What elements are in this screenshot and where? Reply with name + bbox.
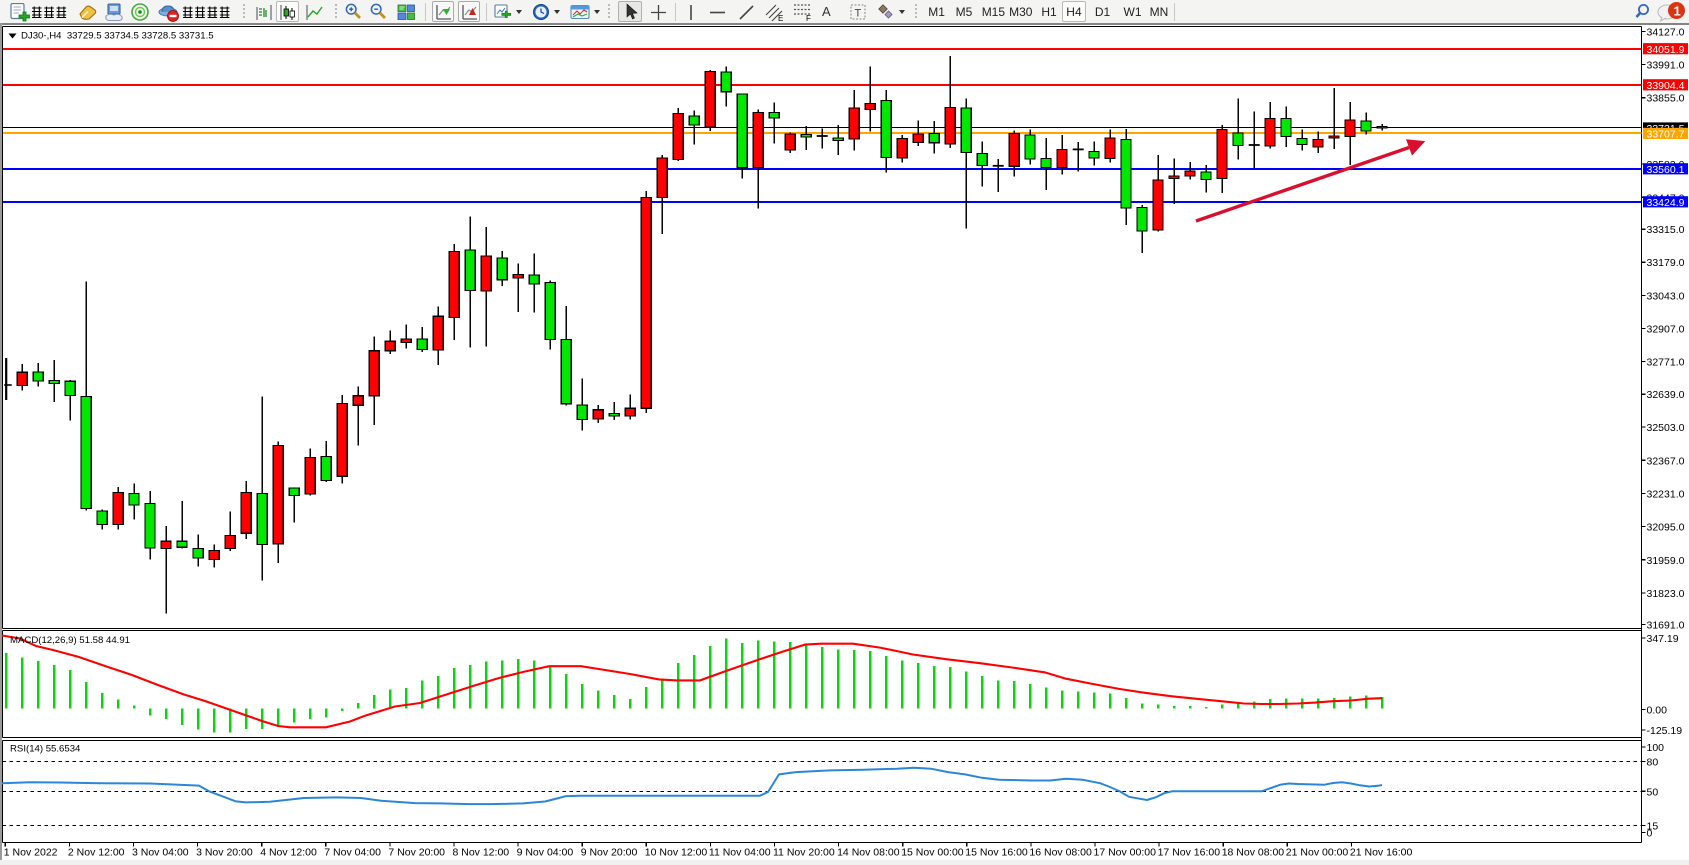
svg-text:31959.0: 31959.0 — [1647, 555, 1685, 567]
svg-text:RSI(14) 55.6534: RSI(14) 55.6534 — [10, 744, 81, 755]
svg-text:33904.4: 33904.4 — [1647, 80, 1685, 92]
svg-text:15 Nov 00:00: 15 Nov 00:00 — [901, 847, 964, 859]
svg-text:0: 0 — [1647, 828, 1653, 840]
svg-text:32639.0: 32639.0 — [1647, 389, 1685, 401]
svg-text:15 Nov 16:00: 15 Nov 16:00 — [965, 847, 1028, 859]
svg-text:E: E — [778, 14, 783, 23]
svg-text:32503.0: 32503.0 — [1647, 422, 1685, 434]
svg-text:18 Nov 08:00: 18 Nov 08:00 — [1222, 847, 1285, 859]
svg-text:15: 15 — [1647, 821, 1659, 833]
svg-text:31823.0: 31823.0 — [1647, 588, 1685, 600]
svg-text:7 Nov 04:00: 7 Nov 04:00 — [324, 847, 381, 859]
svg-text:17 Nov 16:00: 17 Nov 16:00 — [1158, 847, 1221, 859]
svg-text:33043.0: 33043.0 — [1647, 290, 1685, 302]
svg-text:11 Nov 20:00: 11 Nov 20:00 — [773, 847, 835, 859]
svg-text:32231.0: 32231.0 — [1647, 489, 1685, 501]
svg-text:33855.0: 33855.0 — [1647, 93, 1685, 105]
svg-text:33991.0: 33991.0 — [1647, 60, 1685, 72]
svg-text:9 Nov 04:00: 9 Nov 04:00 — [517, 847, 574, 859]
svg-text:3 Nov 20:00: 3 Nov 20:00 — [196, 847, 253, 859]
svg-text:0.00: 0.00 — [1647, 705, 1668, 717]
svg-text:9 Nov 20:00: 9 Nov 20:00 — [581, 847, 638, 859]
svg-text:21 Nov 00:00: 21 Nov 00:00 — [1286, 847, 1349, 859]
svg-text:100: 100 — [1647, 742, 1665, 754]
svg-text:32367.0: 32367.0 — [1647, 455, 1685, 467]
svg-text:50: 50 — [1647, 786, 1659, 798]
svg-text:17 Nov 00:00: 17 Nov 00:00 — [1094, 847, 1157, 859]
svg-text:33179.0: 33179.0 — [1647, 257, 1685, 269]
svg-text:34051.9: 34051.9 — [1647, 44, 1685, 56]
svg-text:33315.0: 33315.0 — [1647, 224, 1685, 236]
svg-text:32771.0: 32771.0 — [1647, 356, 1685, 368]
svg-text:8 Nov 12:00: 8 Nov 12:00 — [453, 847, 510, 859]
svg-text:32907.0: 32907.0 — [1647, 324, 1685, 336]
svg-text:1 Nov 2022: 1 Nov 2022 — [4, 847, 58, 859]
svg-text:21 Nov 16:00: 21 Nov 16:00 — [1350, 847, 1413, 859]
svg-text:11 Nov 04:00: 11 Nov 04:00 — [709, 847, 771, 859]
svg-text:7 Nov 20:00: 7 Nov 20:00 — [388, 847, 445, 859]
svg-text:DJ30-,H4 33729.5 33734.5 3372: DJ30-,H4 33729.5 33734.5 33728.5 33731.5 — [21, 31, 214, 42]
svg-text:80: 80 — [1647, 757, 1659, 769]
svg-text:347.19: 347.19 — [1647, 633, 1679, 645]
svg-text:34127.0: 34127.0 — [1647, 26, 1685, 38]
svg-text:3 Nov 04:00: 3 Nov 04:00 — [132, 847, 189, 859]
svg-text:33424.9: 33424.9 — [1647, 197, 1685, 209]
svg-text:31691.0: 31691.0 — [1647, 620, 1685, 632]
svg-text:2 Nov 12:00: 2 Nov 12:00 — [68, 847, 125, 859]
svg-text:-125.19: -125.19 — [1647, 725, 1683, 737]
svg-text:F: F — [806, 14, 811, 23]
svg-text:16 Nov 08:00: 16 Nov 08:00 — [1029, 847, 1092, 859]
svg-text:32095.0: 32095.0 — [1647, 522, 1685, 534]
svg-text:10 Nov 12:00: 10 Nov 12:00 — [645, 847, 708, 859]
svg-text:33560.1: 33560.1 — [1647, 164, 1685, 176]
svg-text:4 Nov 12:00: 4 Nov 12:00 — [260, 847, 317, 859]
svg-text:T: T — [855, 8, 862, 20]
svg-text:33707.7: 33707.7 — [1647, 129, 1685, 141]
svg-text:MACD(12,26,9) 51.58 44.91: MACD(12,26,9) 51.58 44.91 — [10, 635, 130, 646]
svg-text:1: 1 — [1674, 4, 1681, 19]
svg-text:14 Nov 08:00: 14 Nov 08:00 — [837, 847, 900, 859]
